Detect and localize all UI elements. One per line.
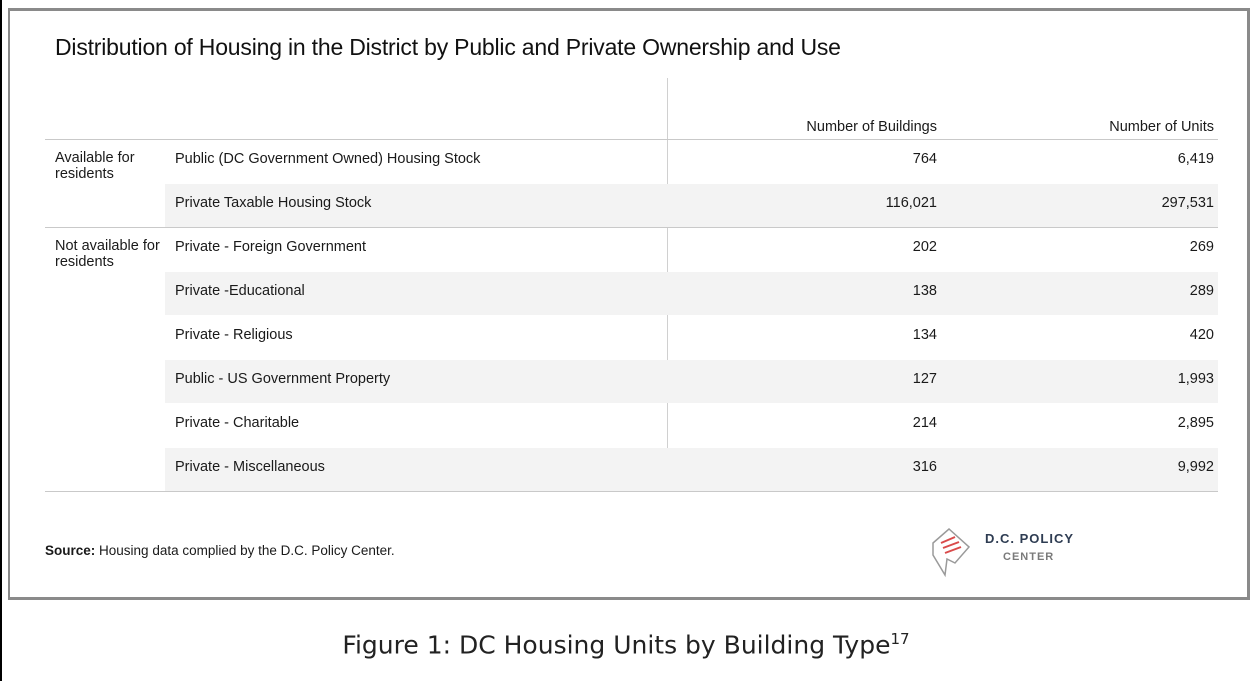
- figure-frame: [8, 8, 1250, 600]
- row-stripe: [165, 448, 1218, 491]
- row-stripe: [165, 184, 1218, 227]
- units-cell: 1,993: [1177, 371, 1214, 387]
- figure-caption: Figure 1: DC Housing Units by Building T…: [0, 630, 1252, 659]
- units-cell: 6,419: [1177, 151, 1214, 167]
- source-note: Source: Housing data complied by the D.C…: [45, 543, 395, 558]
- units-cell: 2,895: [1177, 415, 1214, 431]
- units-cell: 420: [1189, 327, 1214, 343]
- logo-line1: D.C. POLICY: [985, 531, 1075, 546]
- source-text: Housing data complied by the D.C. Policy…: [99, 543, 395, 558]
- group-label: Not available for residents: [55, 238, 160, 270]
- row-name: Private - Religious: [175, 327, 293, 343]
- row-stripe: [165, 272, 1218, 315]
- units-cell: 297,531: [1161, 195, 1214, 211]
- column-header: Number of Buildings: [806, 119, 937, 135]
- row-stripe: [165, 360, 1218, 403]
- logo-icon: [932, 527, 971, 578]
- buildings-cell: 764: [912, 151, 937, 167]
- row-name: Private - Foreign Government: [175, 239, 366, 255]
- row-name: Public (DC Government Owned) Housing Sto…: [175, 151, 481, 167]
- row-name: Private - Miscellaneous: [175, 459, 325, 475]
- rule: [45, 491, 1218, 492]
- table-title: Distribution of Housing in the District …: [55, 34, 841, 60]
- row-name: Public - US Government Property: [175, 371, 391, 387]
- buildings-cell: 138: [912, 283, 937, 299]
- row-name: Private Taxable Housing Stock: [175, 195, 372, 211]
- caption-footnote: 17: [890, 630, 910, 648]
- rule: [45, 227, 1218, 228]
- units-cell: 9,992: [1177, 459, 1214, 475]
- group-label: Available for residents: [55, 150, 135, 182]
- units-cell: 289: [1189, 283, 1214, 299]
- logo-line2: CENTER: [1003, 551, 1055, 563]
- buildings-cell: 134: [912, 327, 937, 343]
- units-cell: 269: [1189, 239, 1214, 255]
- rule: [45, 139, 1218, 140]
- buildings-cell: 316: [912, 459, 937, 475]
- buildings-cell: 214: [912, 415, 937, 431]
- buildings-cell: 116,021: [885, 195, 937, 211]
- caption-text: Figure 1: DC Housing Units by Building T…: [342, 630, 891, 660]
- column-header: Number of Units: [1109, 119, 1214, 135]
- buildings-cell: 202: [912, 239, 937, 255]
- buildings-cell: 127: [912, 371, 937, 387]
- page-edge: [0, 0, 2, 681]
- row-name: Private -Educational: [175, 283, 305, 299]
- row-name: Private - Charitable: [175, 415, 300, 431]
- source-label: Source:: [45, 543, 96, 558]
